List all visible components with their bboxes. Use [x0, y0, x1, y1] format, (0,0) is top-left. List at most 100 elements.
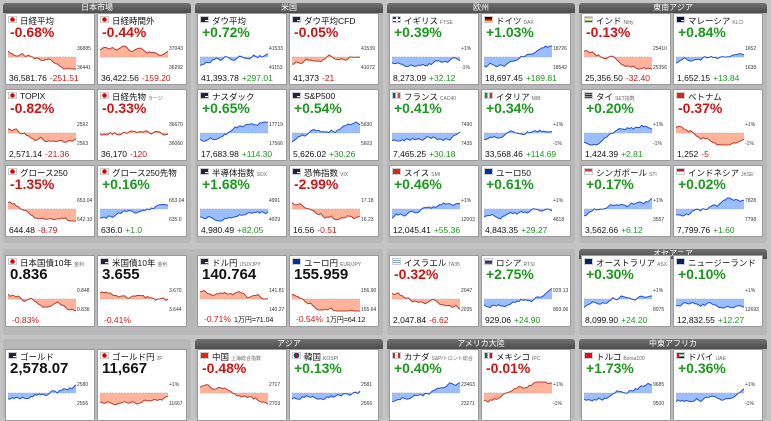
tile-main-value: -0.44%	[102, 24, 147, 40]
tile-main-value: +0.65%	[202, 100, 250, 116]
market-tile[interactable]: S&P500 +0.54% 5630 5603 5,626.02 +30.26	[289, 89, 379, 161]
sparkline-line	[391, 57, 461, 68]
market-tile[interactable]: 半導体指数 SOX +1.68% 4991 4929 4,980.49 +82.05	[197, 165, 287, 237]
market-tile[interactable]: ゴールド 2,578.07 2580 2556	[5, 349, 95, 421]
axis-high-label: 18726	[553, 46, 567, 52]
tile-name: 韓国 KOSPI	[304, 351, 338, 363]
index-sub: 金利	[73, 262, 84, 268]
tile-name: 恐怖指数 VIX	[304, 167, 348, 179]
sparkline-line	[583, 49, 653, 70]
price: 41,373	[293, 73, 319, 83]
axis-high-label: 653.04	[77, 198, 93, 204]
change: +114.69	[525, 149, 557, 159]
market-tile[interactable]: ドル円 USD/JPY 140.764 141.81 140.27 -0.71% 1万円=7…	[197, 255, 287, 327]
sparkline-line	[7, 128, 77, 143]
sparkline-chart: +1% 4818	[483, 198, 564, 223]
sparkline-line	[7, 50, 76, 70]
axis-high-label: 156.90	[361, 288, 377, 294]
index-name: 日経平均	[20, 16, 55, 26]
market-tile[interactable]: スイス SMI +0.46% +1% 12003 12,045.41 +55.36	[389, 165, 479, 237]
axis-low-label: 18542	[553, 65, 567, 71]
market-tile[interactable]: トルコ Borsa100 +1.73% 9685 9500	[581, 349, 671, 421]
market-tile[interactable]: ゴールド円 2P 11,667 +1% 11667	[97, 349, 187, 421]
sparkline-area	[200, 384, 268, 405]
market-tile[interactable]: イスラエル TA35 -0.32% 2047 2035 2,047.84 -6.62	[389, 255, 479, 327]
market-tile[interactable]: オーストラリア ASX +0.30% +1% 8075 8,099.90 +24.20	[581, 255, 671, 327]
sparkline-line	[391, 382, 461, 403]
change: -21	[322, 73, 335, 83]
market-tile[interactable]: インドネシア JKSE +0.02% 7828 7798 7,799.76 +1.60	[673, 165, 763, 237]
market-tile[interactable]: ドイツ DAX +1.03% 18726 18542 18,697.45 +189.81	[481, 13, 571, 85]
price: 33,568.46	[485, 149, 523, 159]
tile-chart: 0.848 0.836	[7, 285, 94, 314]
tile-main-value: -0.68%	[10, 24, 55, 40]
market-tile[interactable]: 日経先物 ラージ -0.33% 36670 36060 36,170 -120	[97, 89, 187, 161]
sparkline-chart: +1% -1%	[483, 122, 564, 147]
market-tile[interactable]: ベトナム -0.37% +1% -1% 1,252 -5	[673, 89, 763, 161]
market-tile[interactable]: シンガポール STI +0.17% +1% 3557 3,562.66 +6.12	[581, 165, 671, 237]
index-name: S&P500	[304, 91, 336, 101]
market-tile[interactable]: グロース250 -1.35% 653.04 642.10 644.48 -8.79	[5, 165, 95, 237]
market-tile[interactable]: グロース250先物 +0.16% 653.04 635.0 636.0 +1.0	[97, 165, 187, 237]
sparkline-chart: +1% 11667	[99, 382, 183, 407]
sparkline-area	[292, 202, 360, 220]
market-tile[interactable]: 日経時間外 -0.44% 37043 36292 36,422.56 -159.20	[97, 13, 187, 85]
market-tile[interactable]: ユーロ50 +0.61% +1% 4818 4,843.35 +29.27	[481, 165, 571, 237]
market-tile[interactable]: マレーシア KLCI +0.84% 1652 1638 1,652.15 +13.84	[673, 13, 763, 85]
tile-main-value: +0.17%	[586, 176, 634, 192]
tile-chart: 653.04 642.10	[7, 195, 94, 224]
axis-high-label: 141.81	[269, 288, 285, 294]
tile-footer: 8,273.09 +32.12	[393, 73, 455, 83]
index-name: 中国	[212, 352, 230, 362]
market-tile[interactable]: ドバイ UAE +0.36% +1% -1%	[673, 349, 763, 421]
tile-chart: 37043 36292	[99, 43, 186, 72]
tile-main-value: 155.959	[294, 266, 349, 283]
market-tile[interactable]: ユーロ円 EUR/JPY 155.959 156.90 155.64 -0.54% 1万円=…	[289, 255, 379, 327]
market-tile[interactable]: カナダ S&P/トロント総合 +0.40% 23463 23271	[389, 349, 479, 421]
market-tile[interactable]: TOPIX -0.82% 2592 2563 2,571.14 -21.36	[5, 89, 95, 161]
change: +1.0	[125, 225, 143, 235]
market-tile[interactable]: イタリア MIB +0.34% +1% -1% 33,568.46 +114.69	[481, 89, 571, 161]
market-tile[interactable]: 日経平均 -0.68% 36885 36441 36,581.76 -251.51	[5, 13, 95, 85]
axis-low-label: -1%	[461, 65, 470, 71]
market-tile[interactable]: 中国 上海総合指数 -0.48% 2717 2703	[197, 349, 287, 421]
tile-name: 日経平均	[20, 15, 56, 27]
axis-high-label: 17.18	[361, 198, 374, 204]
tile-footer: 16.56 -0.51	[293, 225, 337, 235]
index-name: ダウ平均	[212, 16, 247, 26]
tile-footer	[201, 409, 204, 419]
price: 644.48	[9, 225, 35, 235]
price: 12,832.55	[677, 315, 715, 325]
tile-main-value: +0.02%	[678, 176, 726, 192]
market-tile[interactable]: ニュージーランド +0.10% +1% 12693 12,832.55 +12.27	[673, 255, 763, 327]
tile-name: 半導体指数 SOX	[212, 167, 267, 179]
market-tile[interactable]: イギリス FTSE +0.39% +1% -1% 8,273.09 +32.12	[389, 13, 479, 85]
market-tile[interactable]: 米国債10年 金利 3.655 3.670 3.644 -0.41%	[97, 255, 187, 327]
sparkline-chart: +1% -1%	[675, 122, 756, 147]
market-tile[interactable]: 恐怖指数 VIX -2.99% 17.18 16.23 16.56 -0.51	[289, 165, 379, 237]
sparkline-chart: 929.13 893.06	[483, 288, 569, 313]
sparkline-line	[675, 125, 745, 146]
ch-flag-icon	[392, 168, 401, 175]
market-tile[interactable]: 韓国 KOSPI +0.13% 2581 2566	[289, 349, 379, 421]
change: +6.12	[621, 225, 643, 235]
market-tile[interactable]: メキシコ IPC -0.01% +1% -1%	[481, 349, 571, 421]
tile-footer: 7,465.25 +30.18	[393, 149, 455, 159]
tile-chart: 23463 23271	[391, 379, 478, 408]
tile-footer: -0.71% 1万円=71.04	[201, 314, 273, 325]
tile-name: S&P500	[304, 91, 337, 101]
tile-chart: +1% -1%	[391, 43, 478, 72]
market-tile[interactable]: ナスダック +0.65% 17719 17566 17,683.98 +114.30	[197, 89, 287, 161]
market-tile[interactable]: インド Nifty -0.13% 25410 25356 25,356.50 -32.40	[581, 13, 671, 85]
tile-main-value: +0.40%	[394, 360, 442, 376]
market-tile[interactable]: ロシア RTSI +2.75% 929.13 893.06 929.06 +24.90	[481, 255, 571, 327]
market-tile[interactable]: フランス CAC40 +0.41% 7490 7435 7,465.25 +30.18	[389, 89, 479, 161]
market-tile[interactable]: 日本国債10年 金利 0.836 0.848 0.836 -0.83%	[5, 255, 95, 327]
market-tile[interactable]: タイ SET指数 +0.20% +1% -1% 1,424.39 +2.81	[581, 89, 671, 161]
tile-footer: 5,626.02 +30.26	[293, 149, 355, 159]
market-tile[interactable]: ダウ平均 +0.72% 41533 41153 41,393.78 +297.01	[197, 13, 287, 85]
tile-chart: 18726 18542	[483, 43, 570, 72]
tile-footer: 2,047.84 -6.62	[393, 315, 448, 325]
axis-high-label: +1%	[745, 382, 756, 388]
market-tile[interactable]: ダウ平均CFD -0.05% 41539 41072 41,373 -21	[289, 13, 379, 85]
